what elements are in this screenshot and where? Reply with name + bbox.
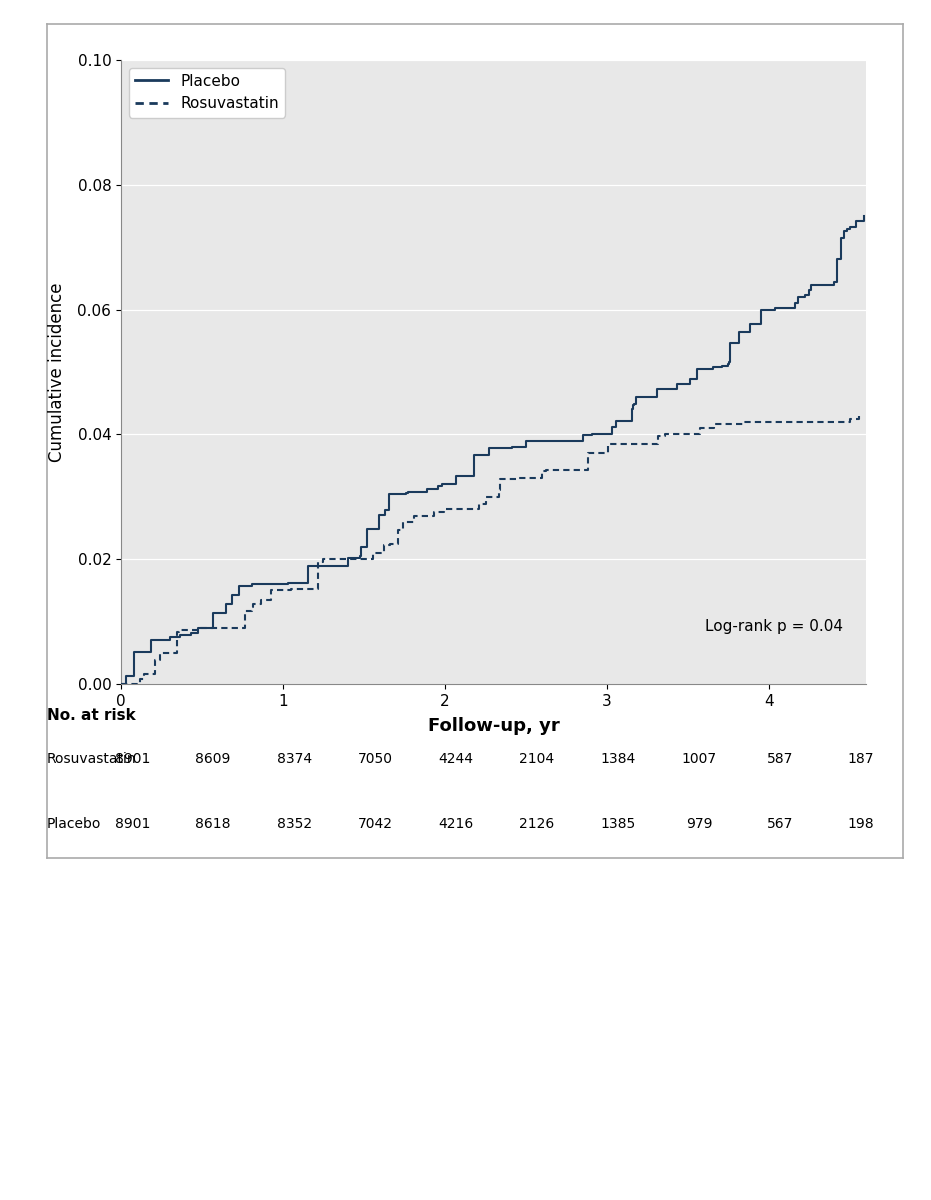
Text: 4216: 4216 <box>439 816 474 830</box>
Text: 8901: 8901 <box>115 752 150 766</box>
Text: 7050: 7050 <box>358 752 393 766</box>
Y-axis label: Cumulative incidence: Cumulative incidence <box>48 282 66 462</box>
Text: 8352: 8352 <box>277 816 312 830</box>
X-axis label: Follow-up, yr: Follow-up, yr <box>427 718 560 736</box>
Point <box>697 918 708 932</box>
Rosuvastatin <box>652 428 663 443</box>
Text: 1007: 1007 <box>681 752 717 766</box>
Text: 8618: 8618 <box>196 816 231 830</box>
Text: Figure 1:: Figure 1: <box>37 977 143 997</box>
Text: 1385: 1385 <box>600 816 636 830</box>
Line: Rosuvastatin: Rosuvastatin <box>121 415 858 684</box>
Text: 7042: 7042 <box>358 816 393 830</box>
Text: 1384: 1384 <box>600 752 636 766</box>
Text: 4244: 4244 <box>439 752 474 766</box>
Rosuvastatin <box>853 408 864 422</box>
Text: 979: 979 <box>685 816 712 830</box>
Text: Rosuvastatin: Rosuvastatin <box>47 752 136 766</box>
Text: 2104: 2104 <box>519 752 555 766</box>
Text: Log-rank p = 0.04: Log-rank p = 0.04 <box>706 619 843 634</box>
Text: 8901: 8901 <box>115 816 150 830</box>
Point <box>32 918 43 932</box>
Rosuvastatin <box>239 607 250 622</box>
Text: Placebo: Placebo <box>47 816 101 830</box>
Text: No. at risk: No. at risk <box>47 708 135 722</box>
Placebo <box>226 588 237 602</box>
Text: 8374: 8374 <box>277 752 312 766</box>
Text: 587: 587 <box>766 752 793 766</box>
Text: 198: 198 <box>847 816 874 830</box>
Rosuvastatin <box>171 646 182 660</box>
Placebo <box>858 209 870 223</box>
Placebo <box>303 576 314 590</box>
Text: 567: 567 <box>766 816 793 830</box>
Legend: Placebo, Rosuvastatin: Placebo, Rosuvastatin <box>128 67 285 118</box>
Rosuvastatin <box>246 604 257 618</box>
Placebo <box>115 677 127 691</box>
Placebo <box>462 469 473 484</box>
Text: 187: 187 <box>847 752 874 766</box>
Text: 8609: 8609 <box>196 752 231 766</box>
Text: Kaplan–Meier estimates from intention-to-treat analysis showing cumulative incid: Kaplan–Meier estimates from intention-to… <box>130 977 931 997</box>
Rosuvastatin <box>845 412 857 426</box>
Text: See this image and copyright information in PMC: See this image and copyright information… <box>37 914 515 932</box>
Text: 2126: 2126 <box>519 816 555 830</box>
Line: Placebo: Placebo <box>121 216 864 684</box>
Placebo <box>303 559 314 574</box>
Placebo <box>685 376 696 390</box>
Rosuvastatin <box>845 414 857 428</box>
Placebo <box>208 620 219 635</box>
Rosuvastatin <box>115 677 127 691</box>
